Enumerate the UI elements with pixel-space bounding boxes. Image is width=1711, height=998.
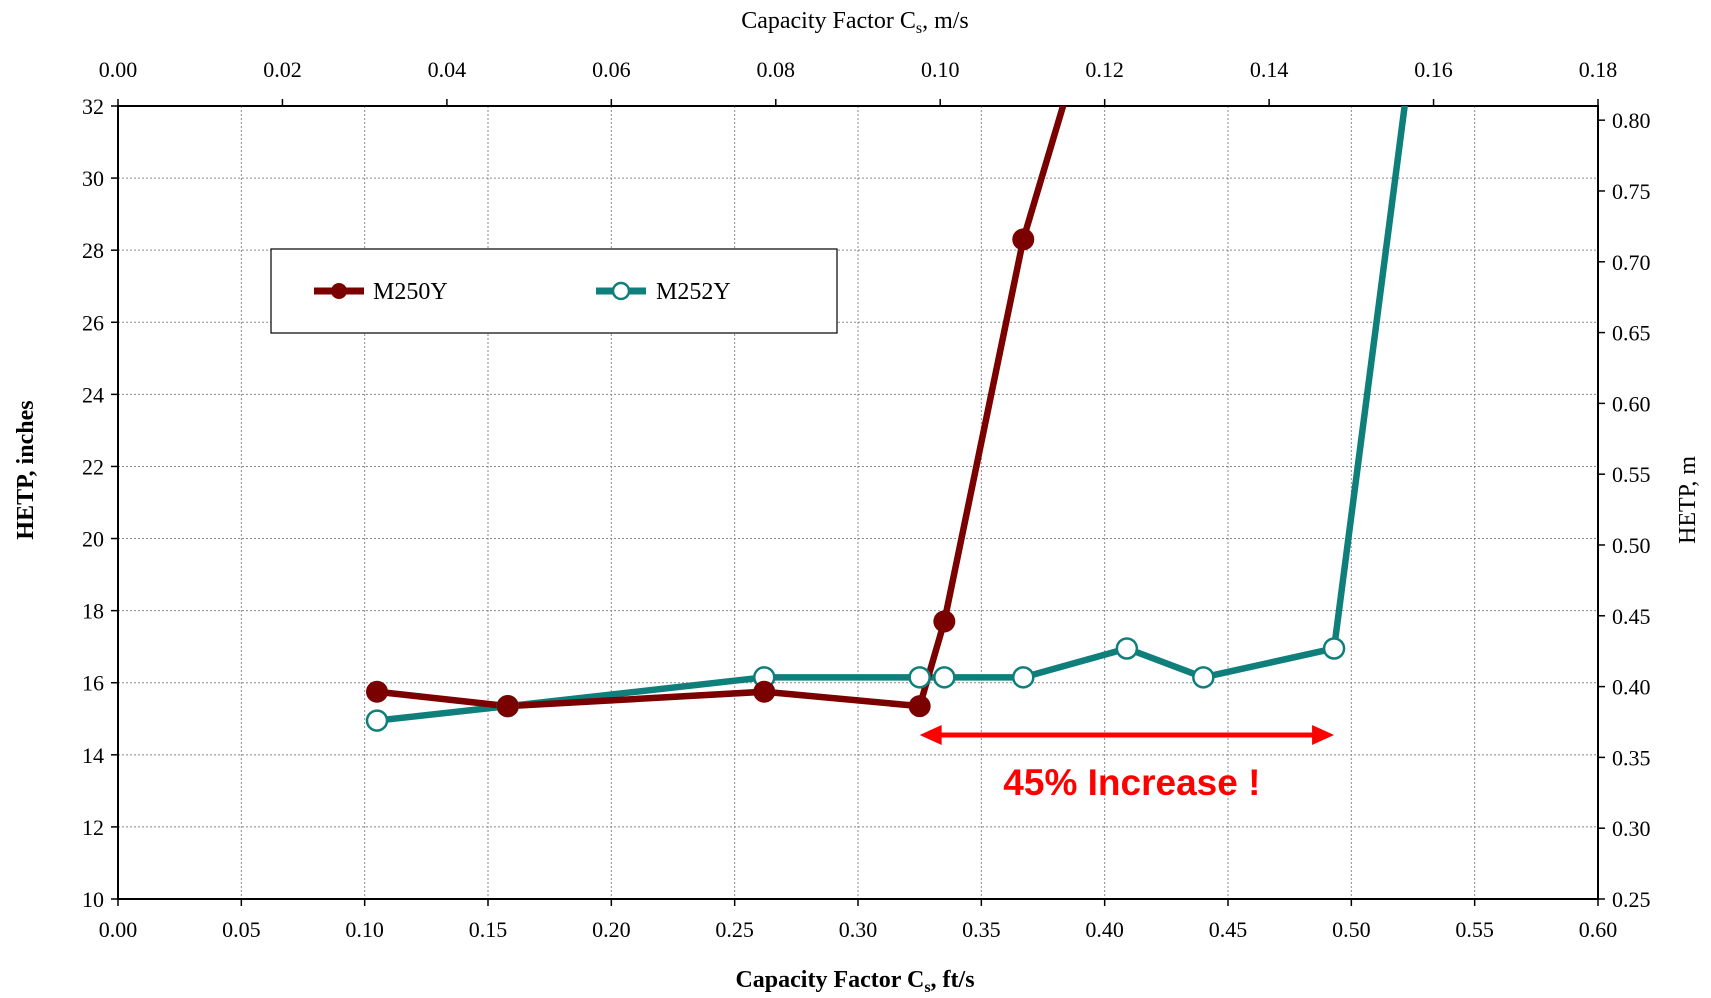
tick-labels: 0.00 0.05 0.10 0.15 0.20 0.25 0.30 0.35 0.40 0.45… — [82, 57, 1651, 942]
legend-item-m250y: M250Y — [314, 279, 448, 305]
tick-label-x-top: 0.14 — [1250, 57, 1289, 82]
series-line-m250y — [376, 106, 1067, 710]
tick-label-x-top: 0.02 — [263, 57, 302, 82]
data-point-m252y — [908, 666, 931, 689]
tick-label-y-left: 16 — [82, 671, 104, 696]
series-line-m252y — [376, 106, 1408, 724]
tick-label-y-right: 0.40 — [1612, 675, 1651, 700]
legend: M250Y M252Y — [270, 248, 838, 334]
data-point-m252y — [933, 666, 956, 689]
data-point-m250y — [933, 610, 956, 633]
tick-label-x-top: 0.08 — [757, 57, 796, 82]
tick-label-y-right: 0.50 — [1612, 533, 1651, 558]
tick-label-x-bottom: 0.05 — [222, 917, 261, 942]
tick-label-y-right: 0.35 — [1612, 745, 1651, 770]
tick-label-x-top: 0.16 — [1414, 57, 1453, 82]
tick-label-x-bottom: 0.20 — [592, 917, 631, 942]
tick-label-x-bottom: 0.40 — [1085, 917, 1124, 942]
data-point-m252y — [1115, 637, 1139, 660]
legend-marker-m250y — [331, 283, 347, 299]
data-point-m252y — [365, 709, 389, 732]
data-point-m250y — [753, 680, 776, 703]
tick-label-x-top: 0.10 — [921, 57, 960, 82]
legend-marker-m252y — [611, 281, 631, 301]
tick-label-y-left: 28 — [82, 238, 104, 263]
tick-label-y-left: 22 — [82, 454, 104, 479]
tick-label-y-left: 24 — [82, 382, 104, 407]
tick-label-y-right: 0.55 — [1612, 462, 1651, 487]
increase-annotation: 45% Increase ! — [919, 724, 1335, 803]
annotation-arrowhead-right — [1312, 724, 1335, 745]
tick-label-x-top: 0.00 — [99, 57, 138, 82]
tick-label-x-top: 0.04 — [428, 57, 467, 82]
tick-label-y-right: 0.65 — [1612, 321, 1651, 346]
tick-label-y-right: 0.60 — [1612, 391, 1651, 416]
series-markers — [365, 228, 1346, 732]
tick-label-x-bottom: 0.25 — [715, 917, 754, 942]
axis-ticks — [111, 99, 1605, 906]
tick-label-x-bottom: 0.45 — [1209, 917, 1248, 942]
data-point-m252y — [1192, 666, 1215, 689]
tick-label-y-left: 30 — [82, 166, 104, 191]
annotation-arrowhead-left — [919, 724, 942, 745]
grid — [117, 105, 1599, 900]
tick-label-y-left: 14 — [82, 743, 104, 768]
tick-label-y-left: 18 — [82, 599, 104, 624]
tick-label-y-right: 0.25 — [1612, 887, 1651, 912]
data-point-m250y — [1012, 228, 1035, 251]
series-lines — [376, 106, 1408, 724]
legend-item-m252y: M252Y — [596, 279, 731, 305]
tick-label-x-bottom: 0.10 — [345, 917, 384, 942]
right-axis-title: HETP, m — [1675, 456, 1701, 544]
tick-label-y-left: 10 — [82, 887, 104, 912]
tick-label-y-right: 0.45 — [1612, 604, 1651, 629]
left-axis-title: HETP, inches — [13, 400, 39, 539]
legend-label-m252y: M252Y — [656, 279, 731, 305]
tick-label-x-bottom: 0.15 — [469, 917, 508, 942]
data-point-m252y — [1012, 666, 1035, 689]
tick-label-y-right: 0.30 — [1612, 816, 1651, 841]
data-point-m250y — [366, 680, 388, 703]
legend-label-m250y: M250Y — [373, 279, 448, 305]
tick-label-y-left: 20 — [82, 527, 104, 552]
data-point-m250y — [908, 695, 931, 718]
tick-label-x-top: 0.06 — [592, 57, 631, 82]
tick-label-x-bottom: 0.50 — [1332, 917, 1371, 942]
tick-label-x-top: 0.12 — [1085, 57, 1124, 82]
tick-label-x-bottom: 0.55 — [1455, 917, 1494, 942]
tick-label-y-right: 0.70 — [1612, 250, 1651, 275]
data-point-m250y — [496, 695, 519, 718]
legend-box — [270, 248, 838, 334]
top-axis-title: Capacity Factor Cs, m/s — [741, 8, 969, 37]
tick-label-y-left: 26 — [82, 310, 104, 335]
tick-label-y-right: 0.80 — [1612, 108, 1651, 133]
tick-label-x-top: 0.18 — [1579, 57, 1618, 82]
tick-label-x-bottom: 0.60 — [1579, 917, 1618, 942]
tick-label-y-left: 32 — [82, 94, 104, 119]
tick-label-x-bottom: 0.35 — [962, 917, 1001, 942]
tick-label-y-left: 12 — [82, 815, 104, 840]
tick-label-x-bottom: 0.30 — [839, 917, 878, 942]
annotation-label: 45% Increase ! — [1003, 762, 1260, 803]
tick-label-y-right: 0.75 — [1612, 179, 1651, 204]
data-point-m252y — [1322, 637, 1346, 660]
bottom-axis-title: Capacity Factor Cs, ft/s — [735, 967, 974, 996]
tick-label-x-bottom: 0.00 — [99, 917, 138, 942]
